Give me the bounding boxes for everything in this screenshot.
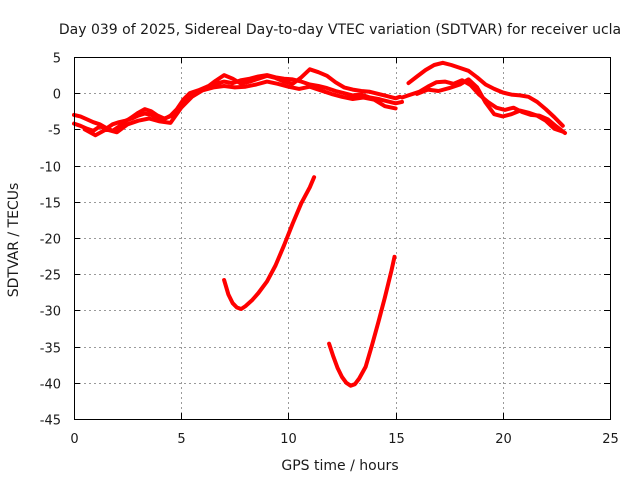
y-tick-label: -35	[40, 342, 61, 357]
y-tick-label: 0	[53, 88, 61, 103]
y-axis-label: SDTVAR / TECUs	[6, 183, 22, 298]
x-tick-label: 15	[388, 432, 405, 447]
x-tick-label: 10	[280, 432, 297, 447]
series-trace-8	[327, 254, 397, 388]
x-tick-labels: 0 5 10 15 20 25	[70, 432, 618, 447]
x-tick-label: 0	[70, 432, 78, 447]
y-tick-label: -45	[40, 414, 61, 429]
x-tick-label: 25	[602, 432, 619, 447]
y-tick-label: -25	[40, 269, 61, 284]
series-trace-7	[222, 175, 317, 311]
series-trace-1	[72, 73, 404, 133]
data-series	[72, 60, 567, 388]
y-tick-label: -30	[40, 305, 61, 320]
x-tick-label: 20	[495, 432, 512, 447]
x-tick-label: 5	[177, 432, 185, 447]
series-trace-4	[406, 60, 565, 128]
chart-title: Day 039 of 2025, Sidereal Day-to-day VTE…	[59, 22, 621, 38]
series-trace-2	[72, 67, 402, 133]
x-axis-label: GPS time / hours	[281, 458, 398, 474]
y-tick-label: -20	[40, 233, 61, 248]
y-tick-label: -40	[40, 378, 61, 393]
y-tick-label: -5	[48, 124, 61, 139]
y-tick-label: -15	[40, 197, 61, 212]
y-tick-label: 5	[53, 52, 61, 67]
y-tick-label: -10	[40, 161, 61, 176]
plot-frame	[74, 57, 611, 420]
y-tick-labels: 5 0 -5 -10 -15 -20 -25 -30 -35 -40 -45	[40, 52, 61, 429]
series-trace-3	[82, 79, 398, 138]
series-trace-6	[415, 77, 565, 134]
